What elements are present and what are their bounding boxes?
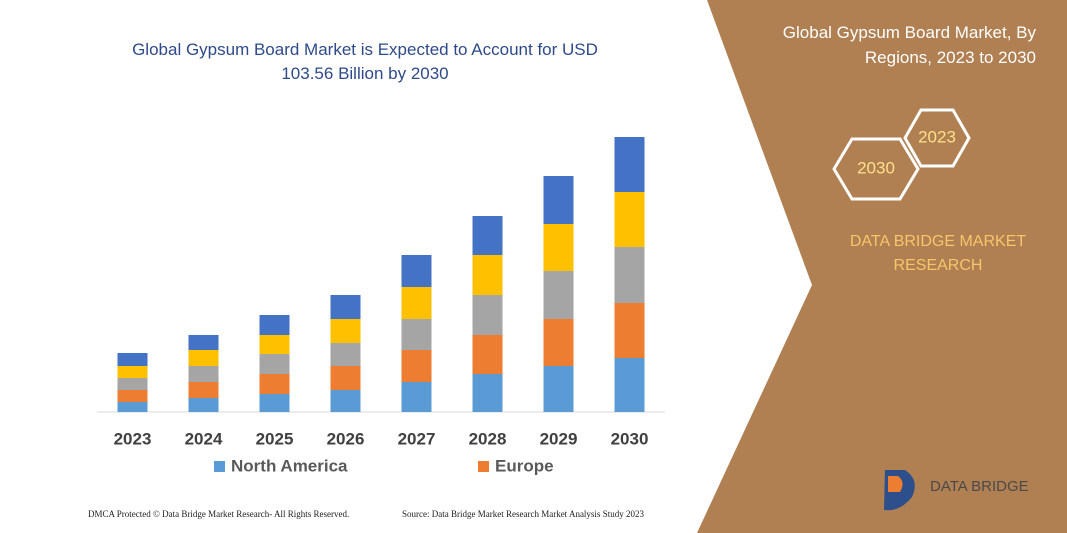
bar-segment	[472, 255, 503, 295]
hexagon	[903, 108, 971, 168]
bar-segment	[472, 295, 503, 335]
bar-segment	[543, 366, 574, 412]
logo-text: DATA BRIDGE	[930, 478, 1029, 495]
hexagon-label: 2030	[857, 158, 895, 177]
brand-text: DATA BRIDGE MARKET RESEARCH	[849, 233, 1027, 274]
chart-title: Global Gypsum Board Market is Expected t…	[132, 40, 598, 83]
legend-swatch	[478, 461, 489, 472]
bar-segment	[259, 335, 290, 354]
bar-segment	[401, 319, 432, 350]
hexagon	[832, 137, 920, 201]
bar-segment	[472, 216, 503, 255]
x-tick-label: 2023	[114, 429, 152, 448]
bar-segment	[117, 353, 148, 366]
bar-segment	[330, 366, 361, 390]
bar-segment	[543, 224, 574, 271]
x-tick-label: 2030	[611, 429, 649, 448]
hexagon-label: 2023	[918, 127, 956, 146]
bar-segment	[188, 382, 219, 398]
bar-segment	[117, 378, 148, 390]
bar-segment	[401, 287, 432, 319]
x-tick-label: 2025	[256, 429, 294, 448]
bar-segment	[614, 192, 645, 247]
x-tick-label: 2029	[540, 429, 578, 448]
footer-text: Source: Data Bridge Market Research Mark…	[402, 509, 644, 519]
bar-segment	[259, 315, 290, 335]
side-panel	[697, 0, 1067, 533]
bar-segment	[259, 394, 290, 412]
bar-segment	[401, 382, 432, 412]
x-tick-label: 2028	[469, 429, 507, 448]
bar-segment	[259, 374, 290, 394]
panel-title: Global Gypsum Board Market, By Regions, …	[782, 23, 1036, 67]
bar-segment	[188, 335, 219, 350]
x-tick-label: 2026	[327, 429, 365, 448]
bar-segment	[543, 319, 574, 366]
bar-segment	[472, 374, 503, 412]
bar-segment	[330, 343, 361, 366]
bar-segment	[117, 402, 148, 412]
bar-segment	[117, 390, 148, 402]
bar-segment	[330, 319, 361, 343]
bar-segment	[188, 398, 219, 412]
bar-segment	[330, 390, 361, 412]
legend-swatch	[214, 461, 225, 472]
bar-segment	[401, 255, 432, 287]
bar-segment	[543, 176, 574, 224]
bar-segment	[259, 354, 290, 374]
x-tick-label: 2027	[398, 429, 436, 448]
bar-segment	[472, 335, 503, 374]
bar-segment	[188, 366, 219, 382]
bar-segment	[117, 366, 148, 378]
bar-segment	[614, 247, 645, 303]
footer-text: DMCA Protected © Data Bridge Market Rese…	[88, 509, 349, 519]
bar-segment	[614, 137, 645, 192]
legend-label: North America	[231, 456, 348, 475]
bar-segment	[614, 303, 645, 358]
bar-segment	[401, 350, 432, 382]
logo-icon	[888, 476, 903, 492]
x-tick-label: 2024	[185, 429, 223, 448]
bar-segment	[330, 295, 361, 319]
bar-segment	[614, 358, 645, 412]
bar-segment	[188, 350, 219, 366]
bar-segment	[543, 271, 574, 319]
legend-label: Europe	[495, 456, 554, 475]
